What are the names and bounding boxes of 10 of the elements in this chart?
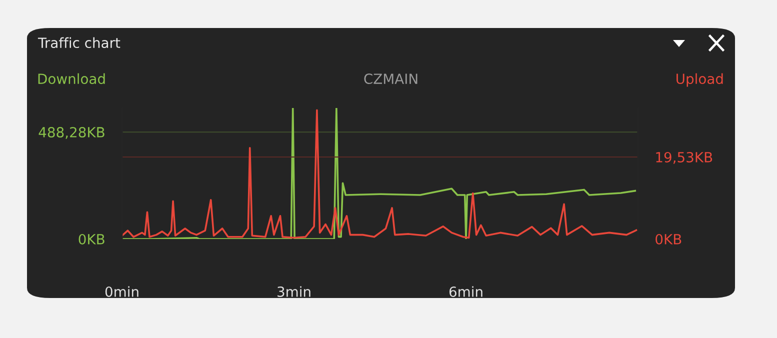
x-tick-label: 3min [278, 286, 310, 297]
y2-tick-label: 0KB [656, 234, 682, 244]
y-axis-title: Download [38, 73, 105, 84]
y2-tick-label: 19,53KB [656, 152, 712, 164]
x-tick-label: 0min [105, 286, 138, 297]
x-tick-label: 6min [449, 286, 482, 297]
chart-title: Traffic chart [38, 37, 120, 48]
y2-axis-title: Upload [676, 73, 723, 87]
chart-subtitle: CZMAIN [364, 74, 418, 84]
y-tick-label: 488,28KB [38, 127, 104, 139]
